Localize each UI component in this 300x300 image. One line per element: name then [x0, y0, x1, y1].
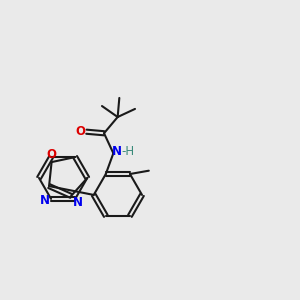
Text: N: N — [112, 145, 122, 158]
Text: N: N — [40, 194, 50, 207]
Text: N: N — [73, 196, 82, 209]
Text: O: O — [46, 148, 57, 161]
Text: -H: -H — [121, 145, 134, 158]
Text: O: O — [76, 124, 85, 138]
